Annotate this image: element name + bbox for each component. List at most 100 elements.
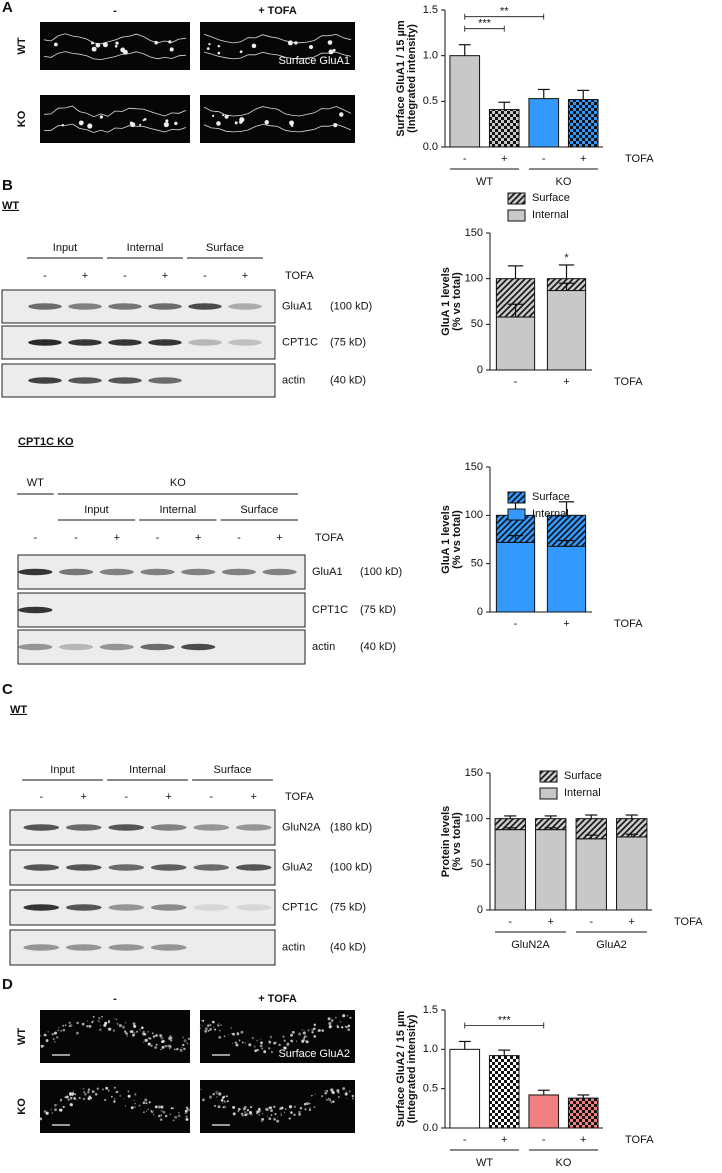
puncta: [240, 1030, 244, 1034]
blot-band: [65, 904, 102, 911]
puncta: [143, 1111, 145, 1113]
significance: ***: [478, 18, 492, 30]
band-size: (40 kD): [330, 941, 366, 953]
dendrite-outline: [203, 106, 352, 117]
puncta: [275, 1041, 277, 1043]
blot-band: [235, 824, 272, 831]
puncta: [309, 1107, 312, 1110]
blot-band: [193, 904, 230, 911]
puncta: [242, 1107, 246, 1111]
puncta: [152, 1035, 156, 1038]
bar-segment: [494, 829, 526, 911]
treatment-label: TOFA: [285, 791, 314, 803]
puncta: [228, 1034, 230, 1036]
puncta: [262, 1113, 264, 1115]
lane-group-label: Input: [50, 764, 74, 776]
puncta: [60, 1029, 63, 1032]
blot-band: [148, 303, 182, 310]
puncta: [169, 1039, 173, 1042]
puncta: [94, 1092, 98, 1096]
puncta: [69, 1094, 72, 1097]
puncta: [314, 1093, 316, 1095]
lane-group-label: Surface: [240, 504, 278, 516]
puncta: [154, 1105, 158, 1109]
puncta: [76, 1099, 78, 1101]
puncta: [313, 1106, 316, 1108]
puncta: [169, 47, 174, 52]
puncta: [223, 1105, 227, 1109]
puncta: [186, 1042, 189, 1045]
x-tick-label: +: [501, 1134, 507, 1146]
y-tick-label: 1.0: [423, 50, 438, 62]
legend-swatch: [539, 787, 558, 800]
puncta: [303, 1036, 306, 1039]
error-bar: [544, 827, 557, 830]
puncta: [311, 1094, 313, 1097]
blot-band: [28, 377, 62, 384]
group-label: WT: [476, 176, 493, 188]
puncta: [186, 1118, 188, 1121]
puncta: [321, 1029, 324, 1032]
error-bar: [544, 815, 557, 819]
puncta: [134, 1106, 136, 1108]
puncta: [107, 1027, 111, 1031]
micrograph-bg: [40, 95, 190, 143]
puncta: [39, 1034, 42, 1037]
row-label: KO: [16, 110, 28, 127]
legend-swatch: [507, 192, 526, 205]
y-tick-label: 150: [465, 461, 483, 473]
puncta: [103, 1023, 107, 1027]
group-label: GluA2: [596, 939, 627, 951]
y-tick-label: 150: [465, 227, 483, 239]
puncta: [330, 1088, 334, 1092]
puncta: [206, 47, 210, 50]
puncta: [113, 1018, 115, 1020]
micrograph-bg: [200, 1080, 355, 1133]
puncta: [258, 1113, 261, 1116]
y-axis-label: Surface GluA2 / 15 µm: [395, 1011, 407, 1128]
legend-label: Internal: [564, 787, 601, 799]
puncta: [280, 1112, 282, 1115]
lane-group-label: Input: [84, 504, 108, 516]
puncta: [223, 1100, 226, 1103]
micrograph-bg: [40, 1010, 190, 1063]
bar: [567, 99, 599, 148]
puncta: [313, 1023, 317, 1027]
band-name: GluA2: [282, 861, 313, 873]
puncta: [324, 1092, 327, 1095]
puncta: [99, 115, 104, 119]
band-name: actin: [312, 641, 335, 653]
puncta: [143, 1033, 147, 1036]
puncta: [87, 1088, 91, 1091]
lane-label: -: [34, 532, 38, 544]
puncta: [182, 1036, 184, 1038]
micrograph: [40, 95, 190, 143]
micrograph-bg: [40, 1080, 190, 1133]
error-bar: [507, 303, 524, 318]
puncta: [328, 49, 334, 55]
puncta: [40, 1044, 44, 1048]
band-name: actin: [282, 941, 305, 953]
lane-label: -: [123, 270, 127, 282]
micrograph: [39, 1080, 191, 1133]
puncta: [251, 43, 257, 49]
band-size: (100 kD): [330, 861, 372, 873]
puncta: [201, 1025, 203, 1027]
blot-band: [68, 303, 102, 310]
puncta: [76, 1031, 79, 1035]
puncta: [225, 1095, 228, 1098]
y-tick-label: 0.5: [423, 1083, 438, 1095]
blot-band: [188, 339, 222, 346]
puncta: [69, 1096, 73, 1100]
lane-label: -: [43, 270, 47, 282]
puncta: [121, 1025, 125, 1029]
puncta: [232, 1042, 234, 1044]
blot-band: [150, 904, 187, 911]
bar: [449, 1048, 481, 1129]
puncta: [304, 1040, 307, 1042]
puncta: [217, 44, 221, 48]
puncta: [345, 1025, 348, 1029]
puncta: [208, 1095, 213, 1099]
puncta: [325, 1098, 328, 1101]
blot-band: [188, 303, 222, 310]
